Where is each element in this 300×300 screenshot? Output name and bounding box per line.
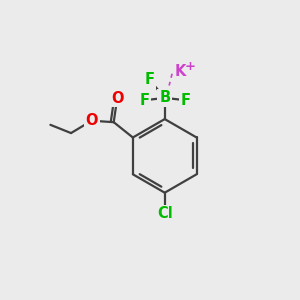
Text: O: O: [111, 91, 124, 106]
Text: F: F: [181, 93, 191, 108]
Text: O: O: [85, 113, 98, 128]
Text: K: K: [175, 64, 186, 79]
Text: B: B: [159, 90, 170, 105]
Text: F: F: [140, 93, 150, 108]
Text: F: F: [144, 72, 154, 87]
Text: Cl: Cl: [157, 206, 172, 221]
Text: +: +: [184, 60, 195, 73]
